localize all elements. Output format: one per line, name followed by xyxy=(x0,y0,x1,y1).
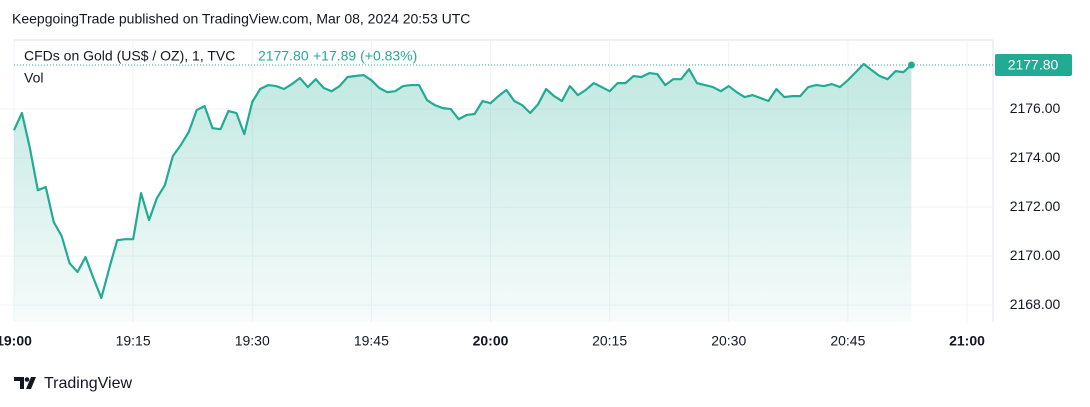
x-tick-label: 19:15 xyxy=(116,333,151,349)
pane-label: Vol xyxy=(24,70,43,86)
x-tick-label: 21:00 xyxy=(949,333,985,349)
last-point xyxy=(907,61,915,69)
x-tick-label: 19:00 xyxy=(0,333,32,349)
logo xyxy=(14,377,36,389)
x-tick-label: 20:45 xyxy=(830,333,865,349)
x-tick-label: 20:00 xyxy=(473,333,509,349)
plot xyxy=(13,62,913,322)
price-line xyxy=(13,62,913,300)
y-tick-label: 2172.00 xyxy=(1010,198,1061,214)
y-tick-label: 2174.00 xyxy=(1010,149,1061,165)
publisher-line: KeepgoingTrade published on TradingView.… xyxy=(12,11,470,27)
last-price-label: 2177.80 xyxy=(1008,57,1059,73)
y-tick-label: 2170.00 xyxy=(1010,247,1061,263)
last-price-box xyxy=(995,53,1072,76)
brand: TradingView xyxy=(44,375,132,392)
x-tick-label: 20:15 xyxy=(592,333,627,349)
legend-last: 2177.80 xyxy=(258,48,309,64)
legend-change: +17.89 (+0.83%) xyxy=(313,48,417,64)
x-tick-label: 19:45 xyxy=(354,333,389,349)
symbol: CFDs on Gold (US$ / OZ), 1, TVC xyxy=(24,48,235,64)
area-fill xyxy=(14,64,912,322)
x-tick-label: 19:30 xyxy=(235,333,270,349)
x-tick-label: 20:30 xyxy=(711,333,746,349)
y-tick-label: 2176.00 xyxy=(1010,100,1061,116)
y-tick-label: 2168.00 xyxy=(1010,296,1061,312)
